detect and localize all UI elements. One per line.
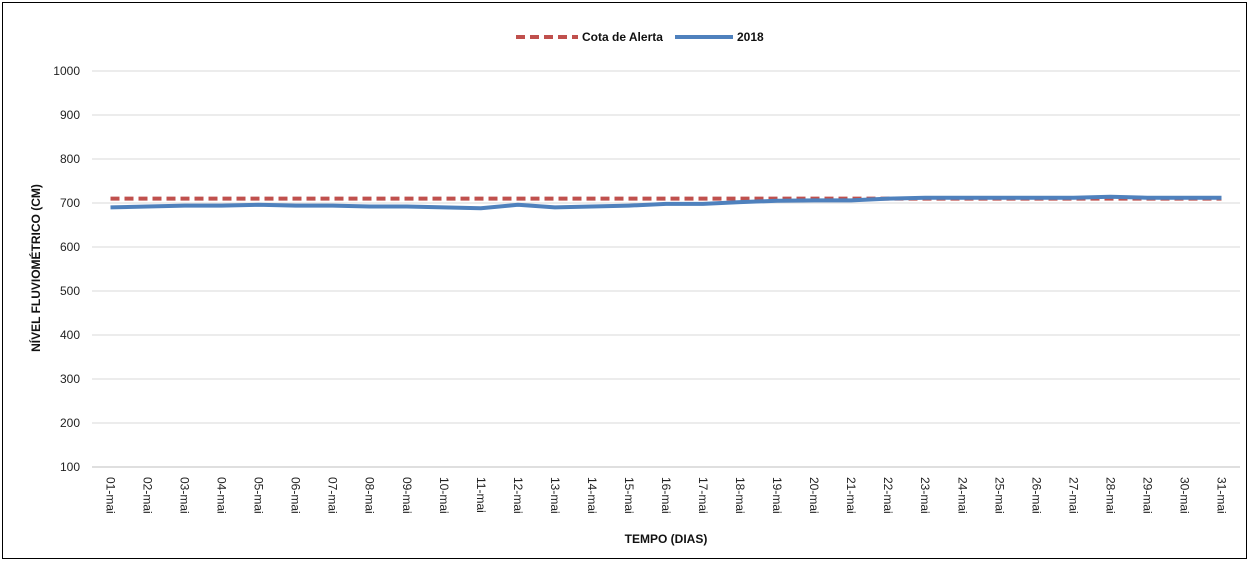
y-tick-label: 900 (60, 108, 80, 122)
y-tick-label: 300 (60, 372, 80, 386)
x-tick-label: 09-mai (400, 477, 414, 514)
x-tick-label: 29-mai (1140, 477, 1154, 514)
x-tick-label: 30-mai (1177, 477, 1191, 514)
y-axis-title: NÍVEL FLUVIOMÉTRICO (CM) (28, 184, 43, 352)
grid-lines (92, 70, 1240, 468)
x-tick-label: 06-mai (289, 477, 303, 514)
x-tick-label: 26-mai (1029, 477, 1043, 514)
y-tick-label: 1000 (53, 64, 80, 78)
x-tick-label: 17-mai (696, 477, 710, 514)
x-tick-label: 19-mai (770, 477, 784, 514)
x-tick-label: 01-mai (104, 477, 118, 514)
x-tick-label: 15-mai (622, 477, 636, 514)
y-tick-label: 500 (60, 284, 80, 298)
x-tick-label: 24-mai (955, 477, 969, 514)
x-tick-label: 12-mai (511, 477, 525, 514)
legend-label-2018: 2018 (737, 30, 764, 44)
x-tick-label: 25-mai (992, 477, 1006, 514)
y-tick-label: 100 (60, 460, 80, 474)
x-tick-label: 08-mai (363, 477, 377, 514)
y-tick-label: 200 (60, 416, 80, 430)
y-tick-label: 600 (60, 240, 80, 254)
x-axis-title: TEMPO (DIAS) (625, 532, 708, 546)
y-tick-label: 700 (60, 196, 80, 210)
x-tick-label: 31-mai (1214, 477, 1228, 514)
x-tick-label: 14-mai (585, 477, 599, 514)
x-tick-label: 16-mai (659, 477, 673, 514)
legend-label-cota-de-alerta: Cota de Alerta (582, 30, 663, 44)
x-tick-label: 28-mai (1103, 477, 1117, 514)
x-tick-label: 20-mai (807, 477, 821, 514)
x-tick-label: 13-mai (548, 477, 562, 514)
x-tick-label: 03-mai (178, 477, 192, 514)
series-lines (110, 194, 1222, 211)
y-tick-label: 400 (60, 328, 80, 342)
x-tick-label: 07-mai (326, 477, 340, 514)
x-tick-label: 04-mai (215, 477, 229, 514)
y-tick-label: 800 (60, 152, 80, 166)
x-tick-label: 27-mai (1066, 477, 1080, 514)
x-tick-label: 18-mai (733, 477, 747, 514)
x-axis-ticks: 01-mai 02-mai 03-mai 04-mai 05-mai 06-mai 07-m… (104, 477, 1229, 514)
legend: Cota de Alerta 2018 (516, 30, 764, 44)
y-axis-ticks: 100 200 300 400 500 600 700 800 900 1000 (53, 64, 80, 474)
x-tick-label: 10-mai (437, 477, 451, 514)
x-tick-label: 05-mai (252, 477, 266, 514)
series-line-2018 (110, 194, 1222, 211)
x-tick-label: 21-mai (844, 477, 858, 514)
x-tick-label: 02-mai (141, 477, 155, 514)
x-tick-label: 11-mai (474, 477, 488, 513)
x-tick-label: 22-mai (881, 477, 895, 514)
x-tick-label: 23-mai (918, 477, 932, 514)
